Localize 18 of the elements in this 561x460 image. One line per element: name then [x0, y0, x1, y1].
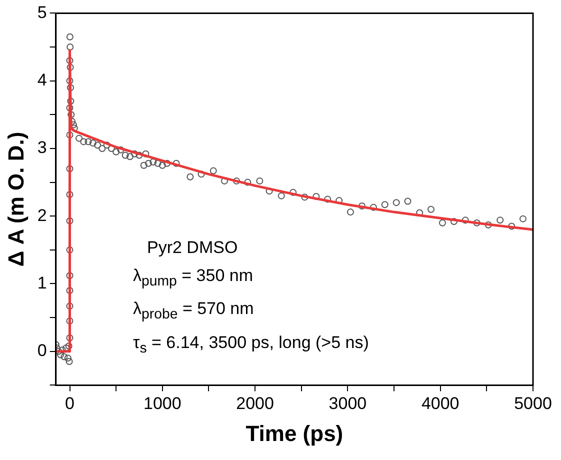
y-axis-title: Δ A (m O. D.) — [3, 132, 28, 267]
annotation: λ$_{probe}$ = 570 nm — [133, 298, 255, 325]
x-tick-label: 2000 — [236, 394, 274, 414]
y-tick-label: 1 — [37, 273, 47, 292]
y-tick-label: 0 — [37, 341, 47, 360]
annotation: τ$_{s}$ = 6.14, 3500 ps, long (>5 ns) — [133, 332, 369, 358]
x-tick-label: 1000 — [143, 394, 182, 414]
x-tick-label: 3000 — [328, 394, 367, 414]
x-tick-label: 5000 — [514, 394, 552, 414]
annotation: λ$_{pump}$ = 350 nm — [133, 265, 254, 292]
annotation: Pyr2 DMSO — [146, 237, 239, 259]
y-tick-label: 3 — [37, 138, 47, 158]
y-tick-label: 5 — [37, 2, 47, 22]
x-axis-title: Time (ps) — [246, 420, 344, 446]
y-tick-label: 2 — [37, 206, 47, 225]
x-tick-label: 4000 — [421, 394, 460, 414]
x-tick-label: 0 — [65, 394, 74, 414]
y-tick-label: 4 — [37, 70, 47, 90]
